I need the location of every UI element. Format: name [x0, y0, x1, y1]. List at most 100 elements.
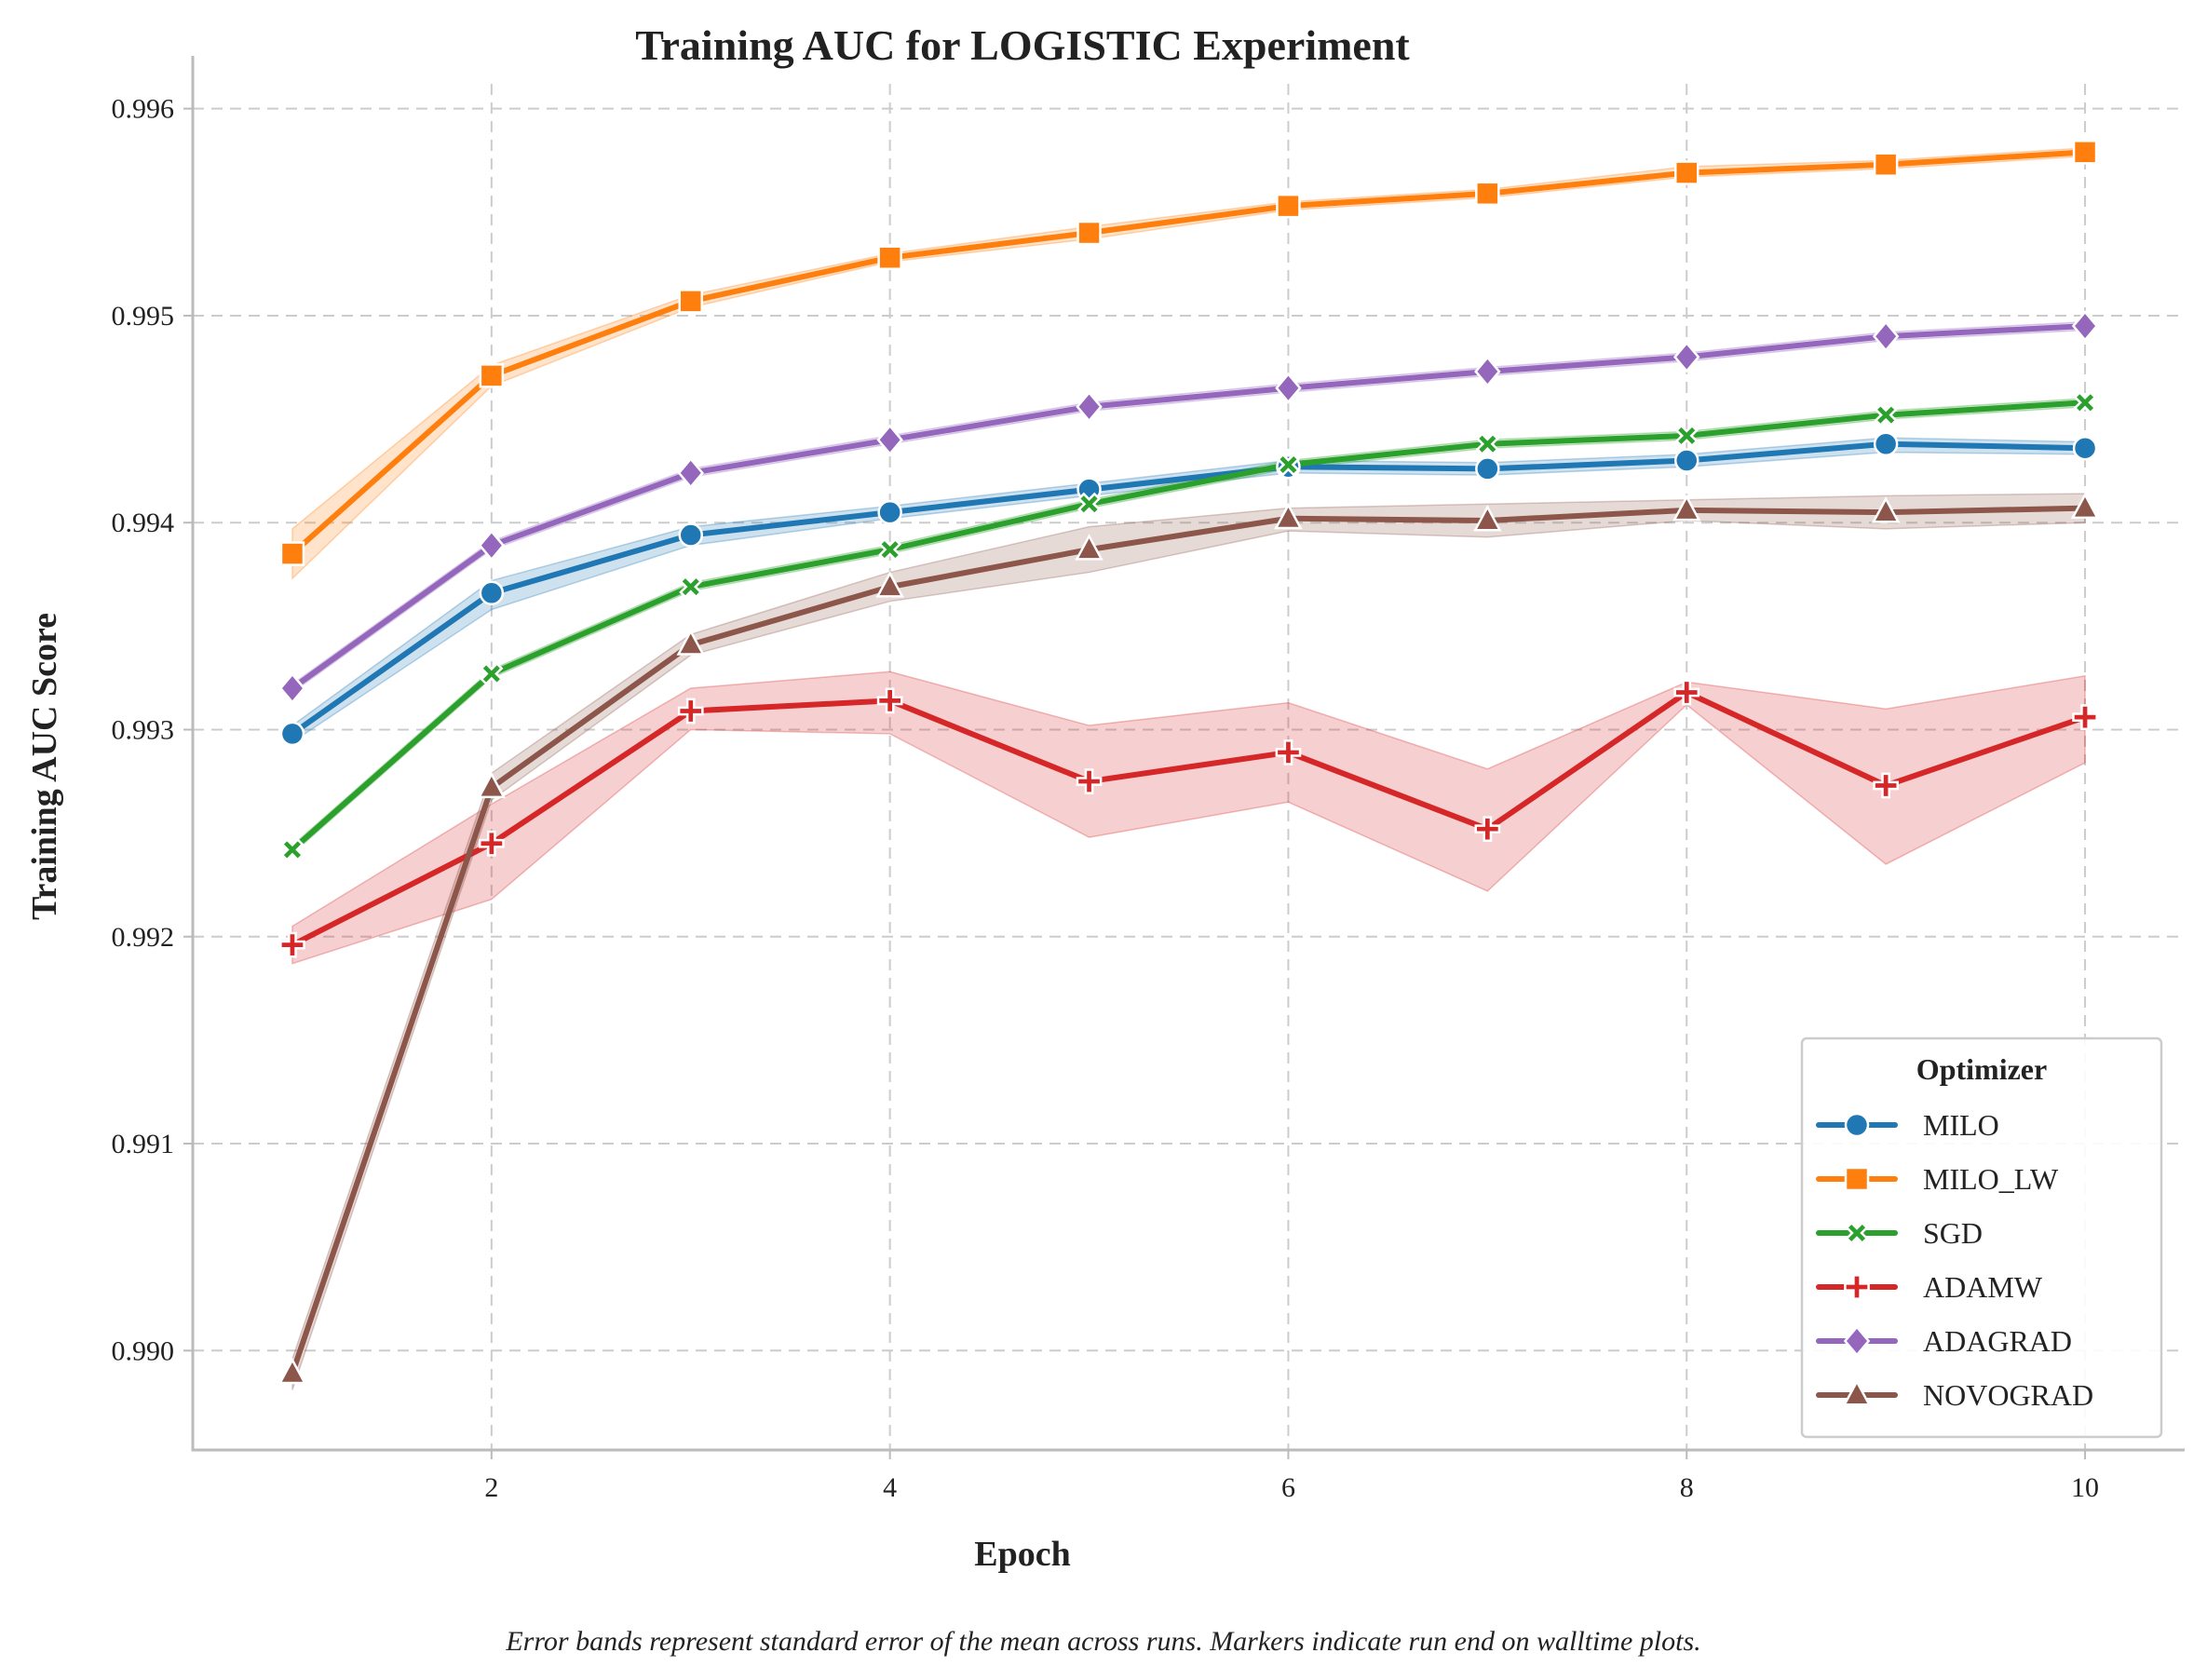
- milo-lw-point: [1276, 193, 1301, 219]
- milo-point: [1674, 448, 1699, 473]
- legend-box: [1800, 1036, 2163, 1439]
- x-tick-label: 10: [2071, 1472, 2099, 1503]
- adamw-point: [677, 698, 704, 725]
- milo-lw-point: [279, 541, 305, 566]
- milo-point: [877, 499, 902, 525]
- novograd-point: [1473, 504, 1502, 532]
- milo-lw-point: [877, 245, 902, 270]
- adagrad-point: [1076, 390, 1103, 423]
- milo-point: [479, 580, 505, 606]
- milo-point: [678, 522, 703, 548]
- milo-lw-point: [479, 363, 505, 388]
- adagrad-point: [876, 424, 903, 456]
- legend-marker-sgd: [1845, 1221, 1869, 1245]
- sgd-point: [1076, 492, 1102, 516]
- legend-label-novograd: NOVOGRAD: [1923, 1378, 2093, 1412]
- novograd-point: [875, 571, 904, 598]
- milo-lw-line: [289, 149, 2089, 557]
- milo-point: [1873, 431, 1899, 457]
- sgd-point: [1276, 453, 1301, 477]
- legend-label-adamw: ADAMW: [1923, 1270, 2043, 1304]
- adamw-point: [1474, 816, 1501, 843]
- legend-marker-novograd: [1842, 1378, 1872, 1406]
- sgd-point: [2073, 390, 2097, 414]
- y-tick-label: 0.993: [112, 714, 175, 745]
- novograd-point: [1274, 502, 1303, 530]
- series-markers: [278, 140, 2100, 1385]
- adamw-point: [1275, 739, 1302, 765]
- adamw-point: [2072, 704, 2098, 731]
- legend-marker-adamw: [1844, 1274, 1870, 1300]
- milo-line: [289, 440, 2089, 737]
- y-tick-label: 0.994: [112, 508, 175, 538]
- sgd-point: [878, 537, 902, 562]
- legend-label-milo: MILO: [1923, 1108, 1999, 1142]
- adagrad-point: [2071, 310, 2099, 343]
- x-axis-label: Epoch: [974, 1535, 1070, 1574]
- adamw-point: [1873, 772, 1899, 799]
- adagrad-point: [1673, 341, 1700, 373]
- y-tick-label: 0.990: [112, 1335, 175, 1366]
- milo-lw-point: [1076, 220, 1102, 246]
- adagrad-point: [1474, 356, 1501, 387]
- novograd-point: [1871, 496, 1901, 523]
- y-tick-label: 0.996: [112, 94, 175, 125]
- adagrad-point: [278, 672, 306, 704]
- milo-lw-point: [1475, 181, 1500, 207]
- adagrad-point: [1275, 372, 1302, 404]
- adamw-point: [1076, 768, 1103, 794]
- legend-title: Optimizer: [1916, 1052, 2047, 1086]
- x-tick-label: 6: [1281, 1472, 1295, 1503]
- milo-lw-point: [2072, 140, 2098, 165]
- y-axis-label: Training AUC Score: [25, 613, 64, 920]
- legend-marker-milo: [1844, 1112, 1870, 1138]
- novograd-point: [676, 629, 706, 656]
- sgd-point: [679, 575, 703, 599]
- milo-point: [279, 721, 305, 747]
- x-tick-label: 4: [883, 1472, 897, 1503]
- novograd-error-band: [291, 493, 2086, 1390]
- y-tick-label: 0.991: [112, 1129, 175, 1159]
- sgd-point: [480, 661, 504, 686]
- legend-marker-adagrad: [1843, 1325, 1871, 1357]
- y-tick-label: 0.992: [112, 922, 175, 953]
- milo-point: [1475, 456, 1500, 481]
- adamw-point: [279, 931, 305, 958]
- legend-label-milo-lw: MILO_LW: [1923, 1162, 2059, 1196]
- novograd-point: [1075, 534, 1104, 561]
- milo-lw-point: [1873, 152, 1899, 177]
- novograd-point: [1672, 494, 1701, 522]
- adamw-point: [479, 830, 505, 857]
- series-lines: [289, 149, 2089, 1376]
- adagrad-point: [478, 529, 506, 562]
- milo-lw-point: [678, 289, 703, 314]
- legend-label-sgd: SGD: [1923, 1216, 1983, 1250]
- sgd-point: [1674, 424, 1699, 448]
- sgd-point: [1874, 403, 1898, 427]
- axis-spines: [191, 56, 2185, 1452]
- adagrad-point: [1872, 320, 1900, 353]
- adamw-point: [1673, 679, 1700, 706]
- milo-lw-point: [1674, 160, 1699, 185]
- novograd-point: [278, 1357, 307, 1385]
- adamw-error-band: [291, 671, 2086, 965]
- x-tick-label: 2: [484, 1472, 498, 1503]
- adamw-point: [876, 687, 903, 714]
- novograd-point: [477, 771, 507, 799]
- adamw-line: [289, 689, 2089, 948]
- axes: 2 4 6 8 10 0.990 0.991 0.992 0.993 0.994 0.995 0.99…: [112, 56, 2185, 1503]
- chart-caption: Error bands represent standard error of …: [505, 1626, 1700, 1657]
- sgd-point: [280, 837, 305, 861]
- sgd-point: [1475, 432, 1499, 456]
- adagrad-line: [289, 323, 2089, 692]
- chart-title: Training AUC for LOGISTIC Experiment: [635, 21, 1410, 69]
- legend-marker-milo-lw: [1844, 1166, 1870, 1192]
- novograd-line: [289, 505, 2089, 1376]
- x-tick-label: 8: [1680, 1472, 1694, 1503]
- y-tick-label: 0.995: [112, 301, 175, 332]
- legend-label-adagrad: ADAGRAD: [1923, 1324, 2072, 1358]
- novograd-point: [2070, 492, 2100, 520]
- legend: Optimizer MILO MILO_LW SGD ADAMW ADAGRAD NOVOG…: [1800, 1036, 2163, 1439]
- milo-point: [2072, 435, 2098, 461]
